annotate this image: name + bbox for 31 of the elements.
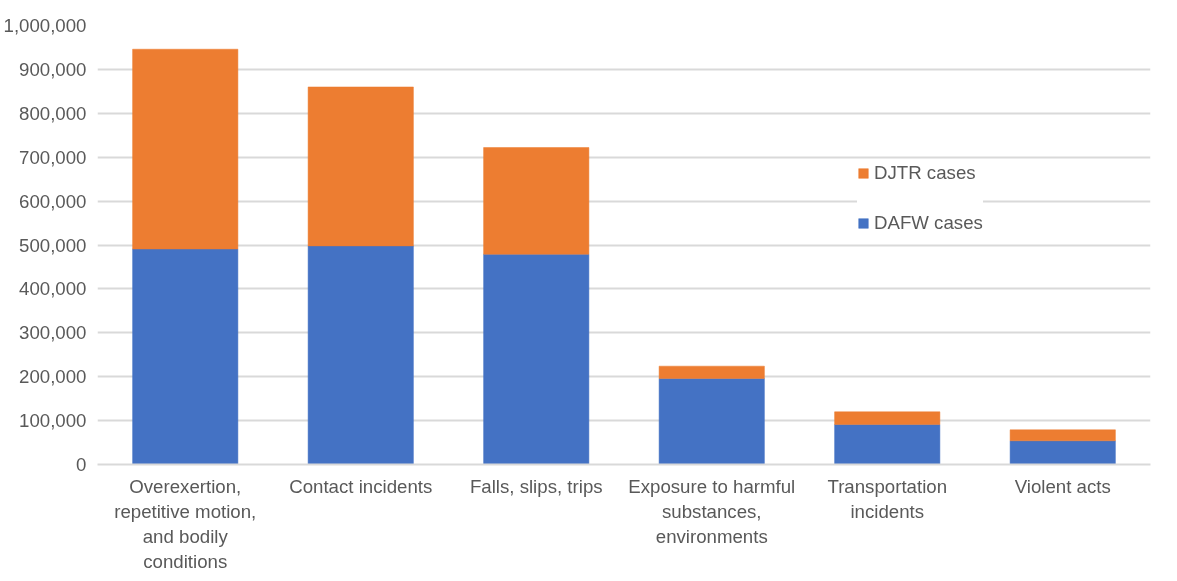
bar <box>1009 429 1116 442</box>
bar <box>132 48 239 250</box>
y-tick-label: 600,000 <box>19 190 87 212</box>
x-tick-label: Contact incidents <box>289 475 433 497</box>
y-tick-label: 0 <box>76 454 87 475</box>
bar <box>132 248 239 465</box>
y-tick-label: 800,000 <box>19 102 87 124</box>
y-tick-label: 900,000 <box>19 58 87 80</box>
legend-label: DAFW cases <box>874 212 983 234</box>
bar <box>307 86 414 247</box>
y-tick-label: 200,000 <box>19 366 87 388</box>
y-tick-label: 100,000 <box>19 410 87 432</box>
x-tick-label: Exposure to harmful substances, environments <box>628 475 796 547</box>
bar <box>1009 440 1116 465</box>
legend-label: DJTR cases <box>874 162 976 184</box>
x-tick-label: Overexertion, repetitive motion, and bodily conditions <box>114 475 257 573</box>
bar <box>483 253 590 465</box>
bar <box>307 245 414 465</box>
bar <box>834 424 941 465</box>
bar <box>834 411 941 425</box>
y-tick-label: 500,000 <box>19 234 87 256</box>
bar <box>658 365 765 379</box>
x-tick-label: Violent acts <box>1014 475 1111 497</box>
x-tick-label: Transportation incidents <box>827 475 948 522</box>
bar <box>483 147 590 255</box>
x-tick-label: Falls, slips, trips <box>469 475 603 497</box>
y-tick-label: 300,000 <box>19 322 87 344</box>
y-tick-label: 400,000 <box>19 278 87 300</box>
y-tick-label: 1,000,000 <box>3 15 87 36</box>
y-tick-label: 700,000 <box>19 146 87 168</box>
bar <box>658 378 765 465</box>
